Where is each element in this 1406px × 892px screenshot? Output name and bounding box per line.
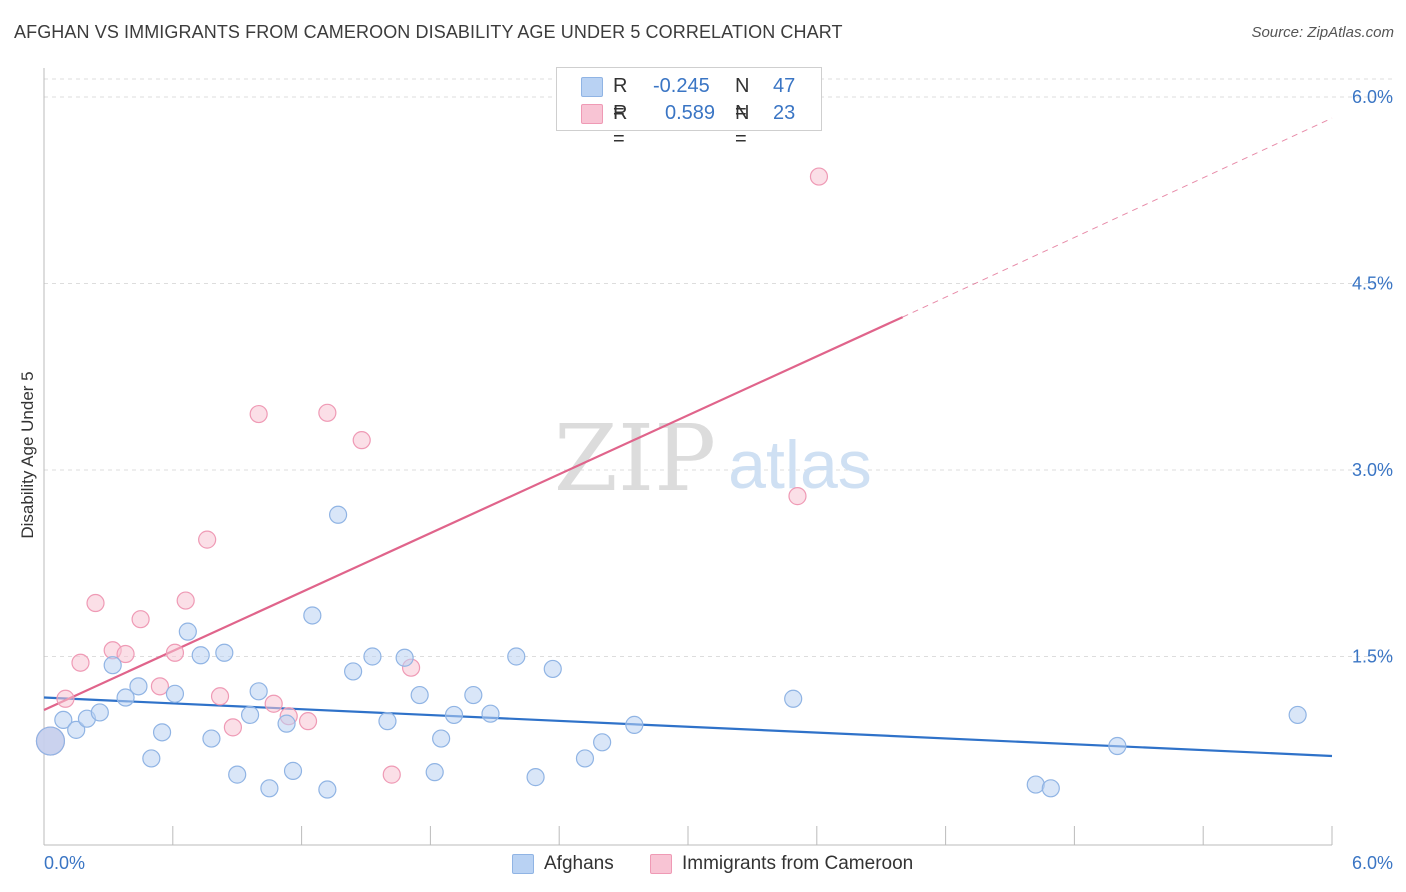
cameroon-point [788, 487, 807, 506]
n-value: 23 [773, 102, 796, 124]
afghans-point [425, 763, 444, 782]
cameroon-point [116, 644, 135, 664]
afghans-point [784, 689, 803, 708]
afghans-point [116, 688, 135, 707]
afghans-point [249, 682, 268, 701]
afghans-point [129, 677, 148, 696]
cameroon-point [131, 610, 150, 629]
cameroon-point [264, 694, 283, 713]
cameroon-point [318, 403, 337, 422]
y-tick-label: 4.5% [1352, 274, 1393, 294]
chart-title: AFGHAN VS IMMIGRANTS FROM CAMEROON DISAB… [14, 22, 843, 42]
n-value: 47 [773, 75, 796, 97]
afghans-point [178, 622, 197, 641]
afghans-point [410, 685, 429, 705]
afghans-point [90, 703, 109, 722]
cameroon-point [352, 431, 371, 450]
cameroon-point [71, 653, 90, 672]
afghans-point [260, 779, 279, 798]
cameroon-point [56, 689, 75, 708]
afghans-point [1108, 736, 1127, 756]
afghans-point [395, 648, 414, 667]
afghans-point [1026, 775, 1045, 794]
afghans-point [67, 720, 86, 739]
y-tick-label: 1.5% [1352, 647, 1393, 667]
afghans-legend-label: Afghans [544, 853, 614, 874]
afghans-point [444, 705, 464, 725]
afghans-point [303, 606, 322, 625]
x-tick-label-end: 6.0% [1352, 853, 1393, 873]
afghans-point [464, 685, 483, 705]
cameroon-legend-label: Immigrants from Cameroon [682, 853, 914, 874]
afghans-point [215, 643, 234, 662]
afghans-point [277, 714, 296, 733]
afghans-point [165, 684, 185, 703]
watermark-zip: ZIP [554, 405, 716, 512]
y-tick-label: 3.0% [1352, 460, 1393, 480]
afghans-point [103, 656, 122, 675]
y-axis-label: Disability Age Under 5 [18, 371, 37, 539]
n-label: N = [735, 102, 750, 150]
afghans-point [543, 659, 562, 679]
afghans-point [575, 749, 595, 768]
afghans-point [344, 662, 363, 681]
cameroon-point [86, 593, 105, 613]
y-tick-label: 6.0% [1352, 87, 1393, 107]
afghans-point [1288, 705, 1307, 725]
cameroon-point [210, 687, 230, 706]
source-label: Source: ZipAtlas.com [1251, 24, 1394, 41]
afghans-point [593, 733, 612, 752]
r-label: R = [613, 102, 628, 150]
afghans-point [35, 726, 66, 756]
afghans-point [152, 723, 172, 742]
cameroon-point [198, 530, 217, 549]
x-tick-label-start: 0.0% [44, 853, 85, 873]
afghans-point [507, 647, 526, 666]
cameroon-point [165, 643, 185, 662]
r-value: -0.245 [653, 75, 710, 97]
afghans-point [283, 761, 303, 780]
afghans-point [318, 780, 337, 799]
afghans-point [363, 647, 382, 666]
afghans-point [481, 704, 500, 723]
n-label: N = [735, 75, 750, 123]
cameroon-point [382, 765, 401, 784]
afghans-point [142, 749, 161, 768]
cameroon-point [298, 712, 318, 731]
correlation-legend: R = -0.245 N = 47 R = 0.589 N = 23 [556, 67, 822, 150]
afghans-point [378, 712, 397, 731]
afghans-point [240, 705, 260, 725]
cameroon-point [176, 591, 195, 610]
afghans-point [228, 765, 247, 784]
cameroon-point [223, 718, 243, 737]
afghans-point [202, 729, 221, 748]
trend-line-cameroon [902, 117, 1333, 318]
afghans-point [526, 768, 545, 787]
trend-line-cameroon [43, 316, 904, 711]
afghans-point [191, 646, 210, 665]
cameroon-swatch [581, 104, 603, 124]
r-value: 0.589 [665, 102, 716, 124]
afghans-point [54, 710, 73, 730]
cameroon-point [249, 404, 268, 424]
cameroon-point [150, 677, 170, 696]
afghans-swatch [581, 77, 603, 97]
afghans-legend-swatch [512, 854, 534, 874]
r-label: R = [613, 75, 628, 123]
cameroon-legend-swatch [650, 854, 672, 874]
afghans-point [1041, 779, 1060, 798]
afghans-point [328, 505, 348, 524]
afghans-point [625, 715, 644, 734]
afghans-point [432, 729, 451, 748]
cameroon-point [809, 167, 829, 186]
